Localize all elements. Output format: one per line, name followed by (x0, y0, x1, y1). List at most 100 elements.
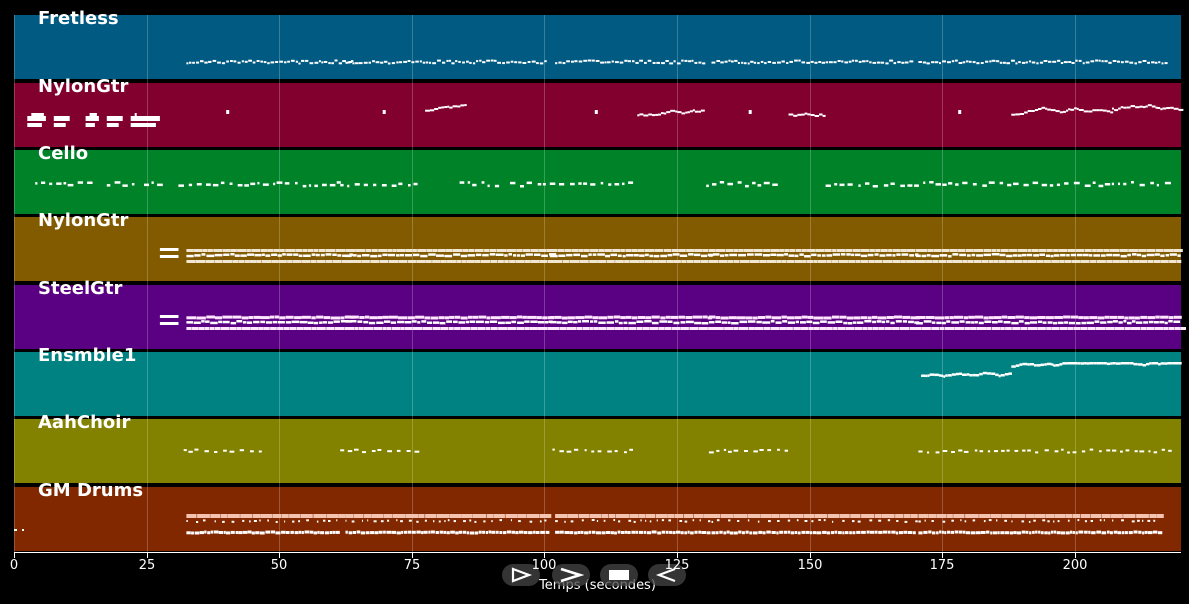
note (658, 113, 661, 116)
note (241, 316, 249, 320)
note (1096, 362, 1102, 365)
note (842, 531, 845, 535)
note (1101, 531, 1107, 535)
note (277, 327, 284, 330)
note (1159, 320, 1165, 324)
note (679, 254, 688, 257)
track-band-6[interactable] (14, 352, 1181, 416)
note (549, 254, 558, 258)
note (549, 253, 557, 256)
note (537, 183, 542, 186)
note (1012, 327, 1021, 330)
note (979, 372, 983, 376)
note (1103, 249, 1110, 252)
note (241, 327, 251, 330)
note (1128, 531, 1133, 535)
note (693, 253, 701, 257)
note (441, 106, 445, 109)
note (938, 260, 947, 263)
note (339, 514, 346, 518)
note (1073, 327, 1081, 330)
note (934, 373, 939, 377)
note (1101, 514, 1111, 518)
note (737, 62, 740, 64)
note (684, 520, 688, 523)
note (459, 181, 465, 184)
note (1036, 364, 1041, 367)
note (236, 320, 243, 323)
note (529, 327, 538, 330)
note (336, 519, 338, 522)
note (1087, 327, 1095, 330)
note (1089, 316, 1098, 320)
play-button[interactable] (502, 564, 540, 586)
note (442, 61, 446, 64)
note (1134, 62, 1137, 65)
note (936, 514, 947, 518)
note (818, 61, 822, 63)
note (728, 519, 731, 522)
note (524, 327, 530, 330)
gridline (942, 15, 943, 552)
note (577, 320, 582, 323)
note (1160, 260, 1169, 263)
x-tick (147, 553, 148, 558)
note (316, 260, 325, 263)
track-band-2[interactable] (14, 83, 1181, 147)
note (833, 327, 838, 330)
note (637, 249, 645, 252)
note (892, 260, 900, 263)
note (1055, 364, 1060, 367)
note (1075, 249, 1085, 252)
note (1137, 519, 1140, 522)
note (1088, 110, 1093, 113)
note (861, 514, 875, 518)
note (371, 450, 376, 452)
note (728, 59, 731, 62)
note (186, 321, 193, 324)
note (838, 260, 849, 263)
note (1070, 362, 1074, 365)
note (949, 316, 954, 320)
note (319, 321, 323, 324)
note (1021, 530, 1026, 534)
note (915, 254, 921, 258)
note (240, 254, 247, 257)
note (628, 327, 637, 330)
note (801, 249, 807, 252)
note (964, 327, 971, 330)
note (670, 315, 679, 319)
note (683, 514, 694, 518)
note (472, 514, 486, 518)
note (1084, 530, 1088, 534)
note (975, 374, 980, 377)
note (425, 61, 429, 64)
note (493, 514, 505, 518)
track-band-1[interactable] (14, 15, 1181, 79)
stop-button[interactable] (600, 564, 638, 586)
rewind-button[interactable] (648, 564, 686, 586)
note (313, 321, 319, 325)
note (614, 327, 624, 330)
fast-forward-button[interactable] (552, 564, 590, 586)
note (762, 321, 771, 324)
note (367, 519, 369, 522)
note (1072, 514, 1081, 518)
note (1149, 362, 1152, 365)
note (345, 519, 347, 522)
note (620, 316, 626, 320)
note (776, 253, 784, 257)
note (1131, 181, 1134, 184)
note (851, 59, 855, 62)
note (720, 61, 724, 64)
track-band-3[interactable] (14, 150, 1181, 214)
note (948, 255, 952, 258)
note (891, 530, 896, 534)
track-band-8[interactable] (14, 487, 1181, 551)
note (530, 249, 539, 252)
note (880, 249, 888, 252)
note (494, 184, 500, 188)
note (1015, 315, 1024, 319)
